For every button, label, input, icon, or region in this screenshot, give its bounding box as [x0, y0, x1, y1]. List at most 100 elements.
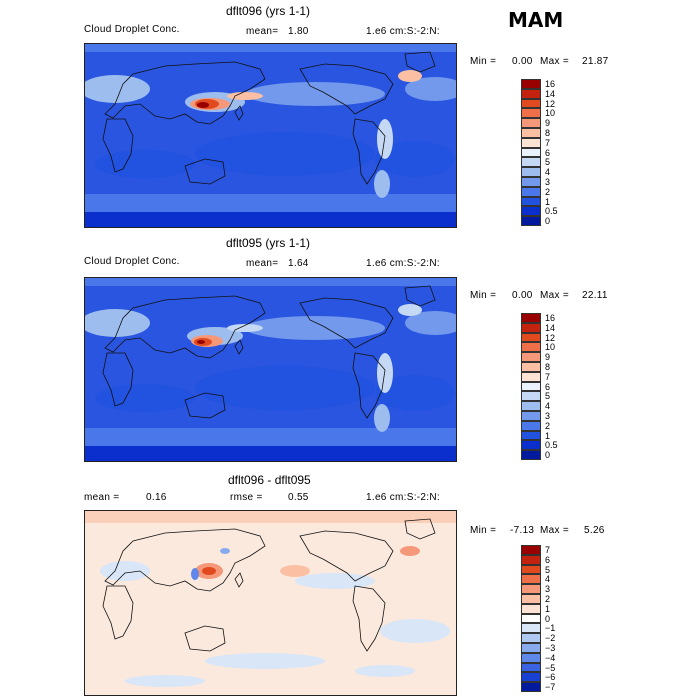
- colorbar-swatch: [521, 332, 541, 343]
- colorbar-swatch: [521, 682, 541, 692]
- panel2-max-label: Max =: [540, 290, 570, 301]
- colorbar-tick-label: 5: [545, 391, 551, 402]
- colorbar-swatch: [521, 186, 541, 197]
- colorbar-swatch: [521, 313, 541, 323]
- colorbar-swatch: [521, 98, 541, 109]
- colorbar-swatch: [521, 672, 541, 683]
- colorbar-swatch: [521, 623, 541, 634]
- panel2-min-label: Min =: [470, 290, 497, 301]
- colorbar-swatch: [521, 652, 541, 663]
- colorbar-swatch: [521, 128, 541, 138]
- colorbar-swatch: [521, 643, 541, 653]
- colorbar-swatch: [521, 322, 541, 333]
- panel2-min-value: 0.00: [512, 290, 533, 301]
- panel3-mean-value: 0.16: [146, 492, 167, 503]
- colorbar-tick-label: 7: [545, 371, 551, 382]
- colorbar-swatch: [521, 177, 541, 187]
- colorbar-tick-label: 9: [545, 118, 551, 129]
- colorbar-tick-label: −2: [545, 633, 556, 644]
- panel1-mean-label: mean=: [246, 26, 279, 37]
- panel3-units: 1.e6 cm:S:-2:N:: [366, 492, 440, 503]
- colorbar-swatch: [521, 554, 541, 565]
- colorbar-tick-label: 5: [545, 564, 551, 575]
- colorbar-tick-label: 1: [545, 603, 551, 614]
- colorbar-swatch: [521, 88, 541, 99]
- colorbar-swatch: [521, 342, 541, 353]
- colorbar-swatch: [521, 381, 541, 392]
- colorbar-swatch: [521, 450, 541, 460]
- colorbar-swatch: [521, 430, 541, 441]
- colorbar-tick-label: 5: [545, 157, 551, 168]
- colorbar-tick-label: 4: [545, 574, 551, 585]
- colorbar-tick-label: 1: [545, 430, 551, 441]
- colorbar-swatch: [521, 594, 541, 604]
- panel2-title: dflt095 (yrs 1-1): [226, 236, 311, 250]
- colorbar-swatch: [521, 137, 541, 148]
- colorbar-tick-label: 16: [545, 79, 556, 89]
- panel2-map: [84, 277, 457, 462]
- colorbar-swatch: [521, 167, 541, 177]
- colorbar-swatch: [521, 545, 541, 555]
- panel1-units: 1.e6 cm:S:-2:N:: [366, 26, 440, 37]
- season-label: MAM: [508, 8, 564, 32]
- panel3-mean-label: mean =: [84, 492, 120, 503]
- colorbar-swatch: [521, 564, 541, 575]
- panel1-map: [84, 43, 457, 228]
- colorbar-tick-label: 0: [545, 450, 551, 461]
- colorbar-swatch: [521, 440, 541, 451]
- colorbar-swatch: [521, 79, 541, 89]
- colorbar-swatch: [521, 108, 541, 119]
- colorbar-tick-label: 3: [545, 584, 551, 595]
- colorbar-tick-label: 6: [545, 381, 551, 392]
- colorbar-tick-label: 14: [545, 322, 556, 333]
- panel1-mean-value: 1.80: [288, 26, 309, 37]
- colorbar-tick-label: −5: [545, 662, 556, 673]
- panel2-units: 1.e6 cm:S:-2:N:: [366, 258, 440, 269]
- panel3-min-value: -7.13: [510, 525, 535, 536]
- colorbar-swatch: [521, 147, 541, 158]
- colorbar-tick-label: 1: [545, 196, 551, 207]
- colorbar-swatch: [521, 196, 541, 207]
- colorbar-tick-label: 2: [545, 420, 551, 431]
- panel1-max-value: 21.87: [582, 56, 609, 67]
- panel2-max-value: 22.11: [582, 290, 608, 301]
- colorbar-tick-label: 7: [545, 545, 551, 555]
- panel2-mean-label: mean=: [246, 258, 279, 269]
- colorbar-swatch: [521, 401, 541, 411]
- colorbar-tick-label: 4: [545, 167, 551, 178]
- colorbar-tick-label: 3: [545, 411, 551, 421]
- colorbar-tick-label: 8: [545, 128, 551, 138]
- colorbar-swatch: [521, 157, 541, 168]
- colorbar-tick-label: 10: [545, 342, 556, 353]
- colorbar-swatch: [521, 574, 541, 585]
- panel1-max-label: Max =: [540, 56, 570, 67]
- colorbar-tick-label: −4: [545, 652, 556, 663]
- colorbar-tick-label: 0: [545, 216, 551, 227]
- panel3-rmse-label: rmse =: [230, 492, 263, 503]
- colorbar-tick-label: 16: [545, 313, 556, 323]
- colorbar-tick-label: 12: [545, 332, 556, 343]
- colorbar-swatch: [521, 352, 541, 362]
- colorbar-tick-label: 2: [545, 186, 551, 197]
- colorbar-tick-label: −3: [545, 643, 556, 653]
- panel1-variable: Cloud Droplet Conc.: [84, 24, 180, 35]
- colorbar-swatch: [521, 584, 541, 594]
- panel2-variable: Cloud Droplet Conc.: [84, 256, 180, 267]
- colorbar-tick-label: −7: [545, 682, 556, 693]
- panel3-max-value: 5.26: [584, 525, 605, 536]
- colorbar-tick-label: 9: [545, 352, 551, 363]
- colorbar-tick-label: 2: [545, 594, 551, 604]
- colorbar-swatch: [521, 603, 541, 614]
- colorbar-swatch: [521, 420, 541, 431]
- colorbar-tick-label: −1: [545, 623, 556, 634]
- colorbar-tick-label: 0.5: [545, 440, 558, 451]
- colorbar-tick-label: 7: [545, 137, 551, 148]
- panel3-rmse-value: 0.55: [288, 492, 309, 503]
- colorbar-swatch: [521, 662, 541, 673]
- colorbar-swatch: [521, 118, 541, 128]
- panel3-map: [84, 510, 457, 696]
- colorbar-tick-label: 4: [545, 401, 551, 412]
- colorbar-swatch: [521, 633, 541, 643]
- colorbar-tick-label: 3: [545, 177, 551, 187]
- panel2-mean-value: 1.64: [288, 258, 309, 269]
